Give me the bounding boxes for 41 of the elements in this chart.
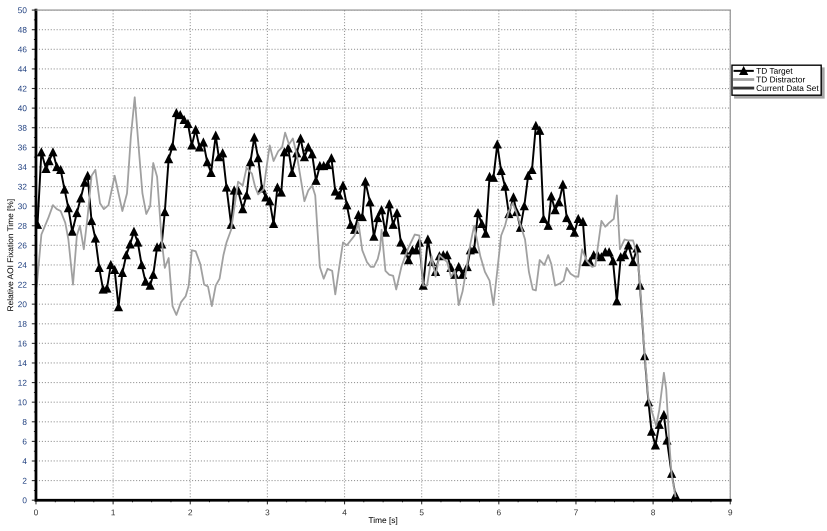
y-tick-label: 22 — [18, 282, 27, 288]
y-tick-label: 16 — [18, 340, 27, 346]
legend-label: TD Distractor — [756, 76, 806, 82]
y-tick-label: 8 — [22, 418, 27, 425]
x-tick-label: 1 — [111, 510, 116, 516]
x-tick-label: 7 — [574, 510, 578, 516]
y-tick-label: 18 — [18, 320, 27, 327]
y-tick-label: 24 — [18, 262, 27, 268]
y-tick-label: 50 — [18, 7, 27, 14]
legend-label: Current Data Set — [756, 85, 819, 92]
x-tick-label: 6 — [496, 509, 501, 516]
y-tick-label: 26 — [18, 242, 27, 248]
legend-label: TD Target — [756, 68, 793, 76]
x-tick-label: 2 — [188, 509, 192, 516]
y-tick-label: 12 — [18, 380, 27, 386]
y-tick-label: 10 — [18, 399, 27, 406]
y-tick-label: 30 — [18, 203, 27, 210]
y-tick-label: 46 — [18, 46, 27, 52]
x-tick-label: 8 — [651, 509, 656, 516]
y-tick-label: 20 — [18, 301, 27, 308]
y-tick-label: 38 — [18, 124, 27, 131]
y-tick-label: 40 — [18, 105, 27, 112]
x-tick-label: 5 — [420, 510, 424, 516]
y-axis-title: Relative AOI Fixation Time [%] — [7, 199, 15, 311]
y-tick-label: 42 — [18, 86, 27, 92]
y-tick-label: 4 — [22, 458, 27, 464]
y-tick-label: 28 — [18, 222, 27, 229]
y-tick-label: 32 — [18, 184, 27, 190]
y-tick-label: 0 — [22, 497, 27, 504]
y-tick-label: 44 — [18, 66, 27, 72]
y-tick-label: 36 — [18, 144, 27, 150]
x-tick-label: 3 — [265, 509, 270, 516]
y-tick-label: 34 — [18, 164, 27, 170]
x-tick-label: 9 — [728, 509, 732, 516]
x-axis-title: Time [s] — [368, 517, 398, 525]
y-tick-label: 14 — [18, 360, 27, 366]
y-tick-label: 48 — [18, 26, 27, 33]
x-tick-label: 0 — [34, 509, 38, 516]
y-tick-label: 2 — [22, 478, 27, 484]
x-tick-label: 4 — [342, 510, 347, 516]
y-tick-label: 6 — [22, 438, 27, 444]
